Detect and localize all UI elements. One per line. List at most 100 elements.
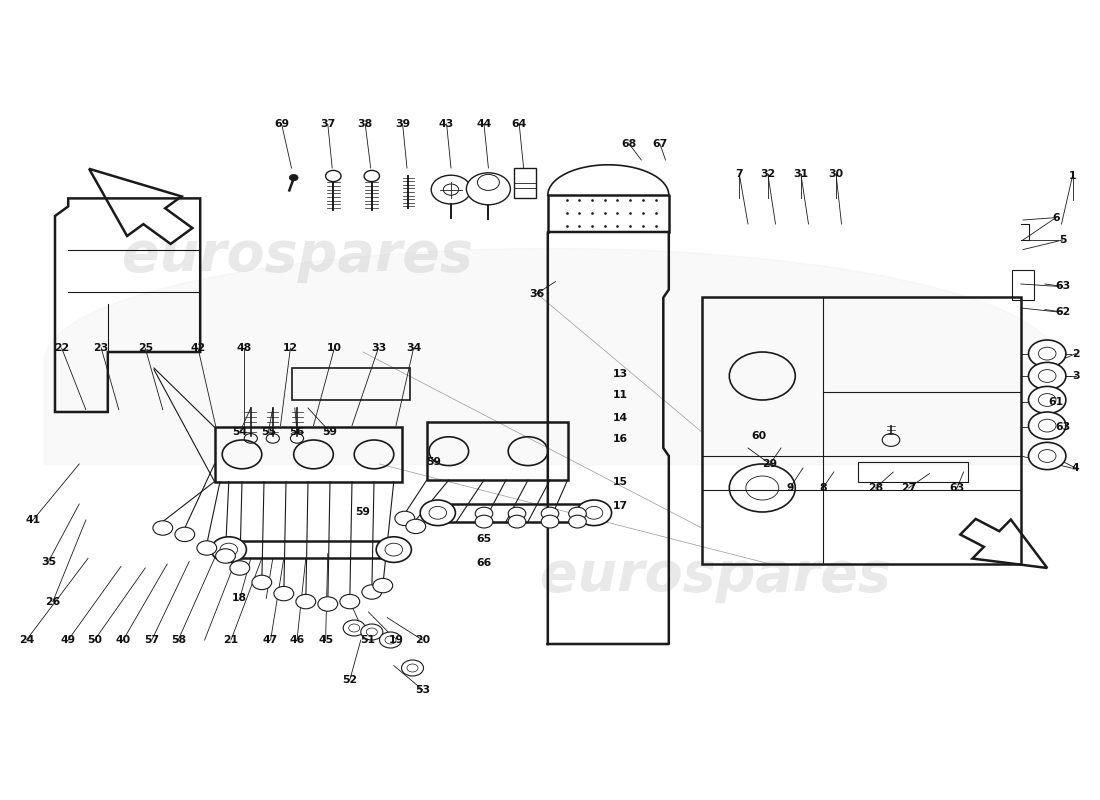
Circle shape [420, 500, 455, 526]
Circle shape [576, 500, 612, 526]
Circle shape [508, 507, 526, 520]
Circle shape [379, 632, 401, 648]
Circle shape [508, 515, 526, 528]
Text: 20: 20 [415, 635, 430, 645]
Circle shape [466, 173, 510, 205]
Text: 27: 27 [901, 483, 916, 493]
Polygon shape [960, 519, 1047, 568]
Text: 44: 44 [476, 119, 492, 129]
Circle shape [296, 594, 316, 609]
Text: 30: 30 [828, 169, 844, 178]
Text: 16: 16 [613, 434, 628, 444]
Bar [858, 462, 968, 482]
Circle shape [230, 561, 250, 575]
Text: 54: 54 [232, 427, 248, 437]
Text: 63: 63 [1055, 282, 1070, 291]
Circle shape [395, 511, 415, 526]
Text: 67: 67 [652, 139, 668, 149]
Text: 43: 43 [439, 119, 454, 129]
Text: 59: 59 [322, 427, 338, 437]
Bar [292, 368, 410, 400]
Text: 29: 29 [762, 459, 778, 469]
Circle shape [569, 515, 586, 528]
Text: 52: 52 [342, 675, 358, 685]
Text: 51: 51 [360, 635, 375, 645]
Text: 2: 2 [1072, 349, 1079, 358]
Text: 3: 3 [1072, 371, 1079, 381]
Text: 7: 7 [736, 169, 743, 178]
Text: 59: 59 [426, 458, 441, 467]
Text: 13: 13 [613, 369, 628, 378]
Text: 38: 38 [358, 119, 373, 129]
Text: 59: 59 [355, 507, 371, 517]
Bar [514, 168, 536, 198]
Text: 32: 32 [760, 169, 775, 178]
Text: 26: 26 [45, 597, 60, 606]
Text: 68: 68 [621, 139, 637, 149]
Text: 56: 56 [289, 427, 305, 437]
Text: 36: 36 [529, 289, 544, 298]
Text: 39: 39 [395, 119, 410, 129]
Text: 17: 17 [613, 501, 628, 510]
Circle shape [406, 519, 426, 534]
Circle shape [1028, 362, 1066, 390]
Text: 25: 25 [138, 343, 153, 353]
Text: 24: 24 [19, 635, 34, 645]
Circle shape [274, 586, 294, 601]
Text: 40: 40 [116, 635, 131, 645]
Circle shape [431, 175, 471, 204]
Text: 37: 37 [320, 119, 336, 129]
Text: 35: 35 [41, 557, 56, 566]
Text: 31: 31 [793, 169, 808, 178]
Text: 48: 48 [236, 343, 252, 353]
Circle shape [289, 174, 298, 181]
Circle shape [541, 515, 559, 528]
Text: eurospares: eurospares [540, 549, 890, 603]
Circle shape [340, 594, 360, 609]
Text: 62: 62 [1055, 307, 1070, 317]
Text: 66: 66 [476, 558, 492, 568]
Text: 14: 14 [613, 413, 628, 422]
Text: 58: 58 [170, 635, 186, 645]
Text: 61: 61 [1048, 397, 1064, 406]
Circle shape [1028, 340, 1066, 367]
Text: 63: 63 [949, 483, 965, 493]
Text: 8: 8 [820, 483, 826, 493]
Bar [702, 297, 1021, 564]
Circle shape [362, 585, 382, 599]
Text: 42: 42 [190, 343, 206, 353]
Text: 46: 46 [289, 635, 305, 645]
Text: 34: 34 [406, 343, 421, 353]
Text: 28: 28 [868, 483, 883, 493]
Text: 69: 69 [274, 119, 289, 129]
Polygon shape [89, 169, 192, 244]
Circle shape [216, 549, 235, 563]
Circle shape [373, 578, 393, 593]
Circle shape [1028, 412, 1066, 439]
Text: 11: 11 [613, 390, 628, 400]
Text: 49: 49 [60, 635, 76, 645]
Circle shape [197, 541, 217, 555]
Circle shape [1028, 442, 1066, 470]
Circle shape [318, 597, 338, 611]
Circle shape [175, 527, 195, 542]
Text: 41: 41 [25, 515, 41, 525]
Circle shape [252, 575, 272, 590]
Bar [214, 427, 402, 482]
Text: 53: 53 [415, 685, 430, 694]
Text: 65: 65 [476, 534, 492, 544]
Text: 47: 47 [263, 635, 278, 645]
Text: 18: 18 [232, 594, 248, 603]
Bar [427, 422, 568, 480]
Circle shape [361, 624, 383, 640]
Circle shape [541, 507, 559, 520]
Text: 23: 23 [94, 343, 109, 353]
Circle shape [343, 620, 365, 636]
Text: 9: 9 [786, 483, 793, 493]
Circle shape [402, 660, 424, 676]
Text: 63: 63 [1055, 422, 1070, 432]
Circle shape [211, 537, 246, 562]
Text: 15: 15 [613, 477, 628, 486]
Circle shape [569, 507, 586, 520]
Text: 1: 1 [1069, 171, 1076, 181]
